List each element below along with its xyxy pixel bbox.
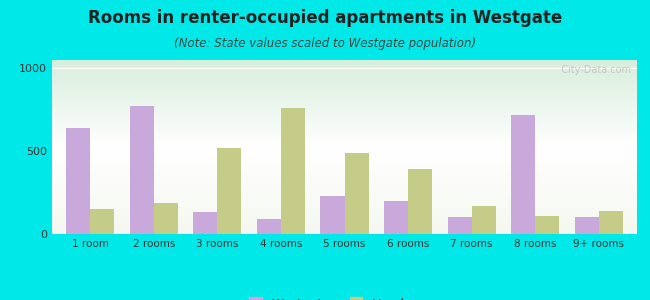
Bar xyxy=(193,212,217,234)
Bar xyxy=(320,196,344,234)
Bar xyxy=(575,218,599,234)
Bar xyxy=(154,202,178,234)
Bar xyxy=(66,128,90,234)
Bar xyxy=(447,218,472,234)
Bar xyxy=(257,219,281,234)
Bar xyxy=(217,148,242,234)
Text: Rooms in renter-occupied apartments in Westgate: Rooms in renter-occupied apartments in W… xyxy=(88,9,562,27)
Text: City-Data.com: City-Data.com xyxy=(555,65,631,75)
Bar xyxy=(511,115,535,234)
Bar xyxy=(408,169,432,234)
Bar xyxy=(281,108,305,234)
Bar xyxy=(599,211,623,234)
Legend: Westgate, Henderson: Westgate, Henderson xyxy=(244,292,445,300)
Bar xyxy=(129,106,154,234)
Bar xyxy=(472,206,496,234)
Text: (Note: State values scaled to Westgate population): (Note: State values scaled to Westgate p… xyxy=(174,38,476,50)
Bar xyxy=(90,209,114,234)
Bar xyxy=(384,201,408,234)
Bar xyxy=(344,153,369,234)
Bar xyxy=(535,216,560,234)
